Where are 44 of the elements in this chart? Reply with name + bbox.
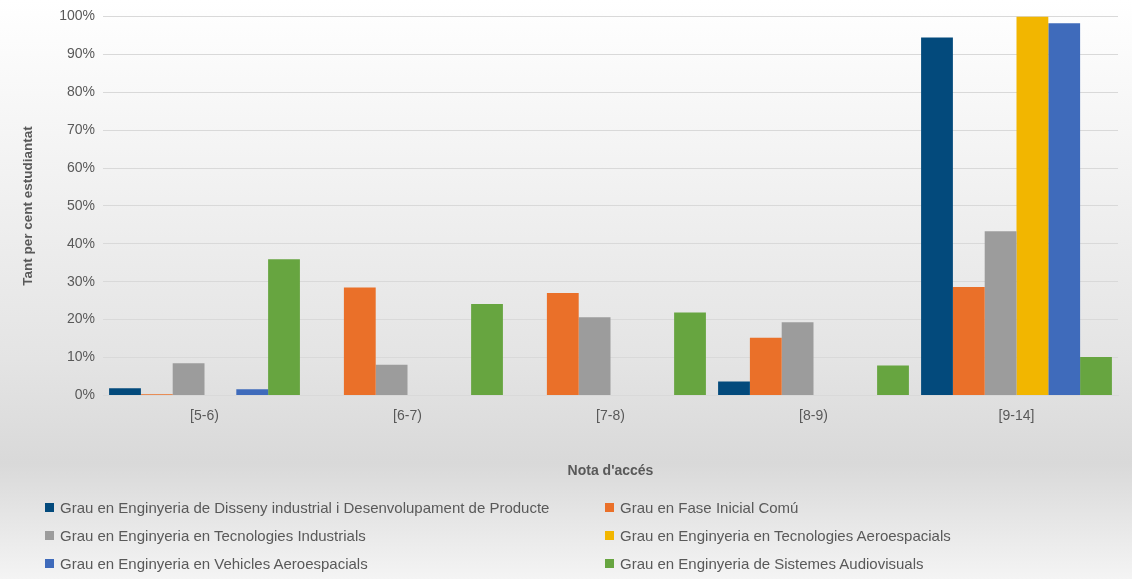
bar [877, 365, 909, 395]
bar [984, 231, 1017, 395]
bar [375, 364, 408, 395]
y-tick-label: 20% [66, 310, 96, 327]
bar [952, 287, 985, 395]
bar [268, 259, 300, 395]
bar [236, 389, 269, 395]
y-tick-label: 50% [66, 196, 96, 213]
bar [1048, 23, 1081, 395]
legend-label: Grau en Fase Inicial Comú [620, 499, 799, 516]
bar [172, 363, 205, 395]
y-tick-label: 60% [66, 158, 96, 175]
x-tick-label: [8-9) [799, 406, 828, 423]
x-tick-label: [6-7) [393, 406, 422, 423]
bar [1016, 16, 1049, 395]
bar [546, 293, 579, 395]
y-tick-label: 70% [66, 120, 96, 137]
y-tick-label: 100% [59, 7, 96, 24]
bar [921, 37, 953, 395]
legend-label: Grau en Enginyeria de Disseny industrial i Desenvolupament de Producte [60, 499, 550, 516]
y-tick-label: 90% [66, 45, 96, 62]
y-tick-label: 30% [66, 272, 96, 289]
legend-label: Grau en Enginyeria en Tecnologies Aeroespacials [620, 527, 951, 544]
bar [674, 312, 706, 395]
legend-label: Grau en Enginyeria en Vehicles Aeroespacials [60, 555, 368, 572]
x-tick-label: [7-8) [596, 406, 625, 423]
bar [781, 322, 814, 395]
x-tick-label: [5-6) [190, 406, 219, 423]
x-tick-label: [9-14] [998, 406, 1035, 423]
x-axis-title: Nota d'accés [567, 462, 654, 479]
bar [471, 304, 503, 395]
legend-label: Grau en Enginyeria de Sistemes Audiovisuals [620, 555, 924, 572]
legend-label: Grau en Enginyeria en Tecnologies Industrials [60, 527, 366, 544]
bar [343, 287, 376, 395]
y-tick-label: 40% [66, 234, 96, 251]
bar [109, 388, 141, 395]
bar [718, 381, 750, 395]
y-tick-label: 10% [66, 348, 96, 365]
y-tick-label: 80% [66, 83, 96, 100]
bar [749, 337, 782, 395]
y-axis-title: Tant per cent estudiantat [19, 125, 35, 286]
y-tick-label: 0% [74, 386, 96, 403]
bar [578, 317, 611, 395]
bar [1080, 357, 1112, 395]
